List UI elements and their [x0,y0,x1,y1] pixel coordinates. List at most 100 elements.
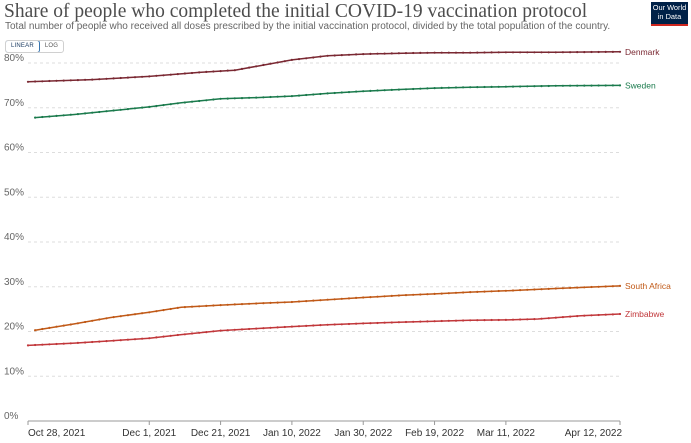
owid-logo[interactable]: Our World in Data [651,2,688,26]
scale-toggle: LINEAR LOG [5,40,65,53]
data-point [547,287,550,290]
data-point [397,88,400,91]
data-point [34,343,37,347]
data-point [190,71,194,75]
data-point [248,96,251,99]
data-point [597,84,600,87]
data-point [469,86,472,89]
data-point [290,95,293,98]
data-point [141,312,144,315]
data-point [440,51,443,54]
data-point [262,302,265,305]
data-point [569,84,572,87]
data-point [476,290,479,293]
series-line-south-africa [34,285,621,331]
data-point [34,116,37,119]
data-point [590,285,593,289]
data-point [190,100,194,103]
data-point [41,327,44,331]
data-point [255,302,258,305]
data-point [69,79,72,82]
data-point [148,105,151,108]
data-point [483,85,486,89]
data-point [490,85,493,88]
data-point [476,86,479,89]
data-point [618,284,622,287]
data-point [326,54,329,57]
data-point [26,80,30,83]
data-point [162,309,165,312]
data-point [148,311,151,314]
data-point [369,296,372,299]
data-point [611,84,615,87]
data-point [340,91,343,94]
data-point [511,51,515,54]
data-point [511,318,515,321]
data-point [62,79,65,82]
data-point [419,320,422,323]
data-point [48,326,51,329]
data-point [255,65,258,68]
data-point [290,300,293,304]
data-point [462,86,465,89]
data-point [119,339,122,342]
linear-scale-button[interactable]: LINEAR [6,41,40,52]
data-point [155,310,158,313]
x-tick-label: Oct 28, 2021 [28,428,86,439]
data-point [305,324,308,327]
data-point [511,85,515,88]
data-point [412,320,415,323]
data-point [561,316,565,319]
data-point [84,112,87,115]
data-point [347,53,351,56]
data-point [540,51,543,54]
data-point [355,296,358,299]
data-point [583,286,586,289]
data-point [283,325,286,329]
data-point [462,319,465,322]
data-point [91,78,94,81]
data-point [226,329,229,332]
y-tick-label: 0% [4,411,19,422]
data-point [355,322,358,325]
data-point [276,326,279,329]
data-point [376,295,379,298]
data-point [383,89,386,92]
data-point [226,69,229,72]
data-point [440,319,443,323]
data-point [205,99,208,102]
series-label-denmark: Denmark [625,47,660,57]
data-point [205,304,208,307]
data-point [333,54,336,57]
data-point [433,87,436,90]
data-point [383,52,386,55]
series-line-zimbabwe [27,313,621,347]
logo-line-2: in Data [657,11,682,21]
data-point [533,318,536,321]
data-point [476,319,479,322]
data-point [497,51,500,54]
data-point [112,77,115,80]
series-markers-sweden [34,84,622,119]
data-point [41,115,44,119]
data-point [590,84,593,87]
data-point [126,108,129,111]
data-point [547,51,550,54]
log-scale-button[interactable]: LOG [44,43,59,49]
data-point [554,287,557,290]
series-markers-zimbabwe [26,312,622,347]
data-point [169,73,172,76]
data-point [290,325,293,328]
data-point [333,323,336,326]
data-point [248,66,251,69]
data-point [212,304,215,307]
data-point [297,94,301,97]
data-point [141,337,144,340]
data-point [55,79,58,82]
data-point [476,51,479,54]
data-point [312,56,315,59]
data-point [533,85,536,88]
data-point [412,51,415,55]
chart-title: Share of people who completed the initia… [4,1,588,22]
